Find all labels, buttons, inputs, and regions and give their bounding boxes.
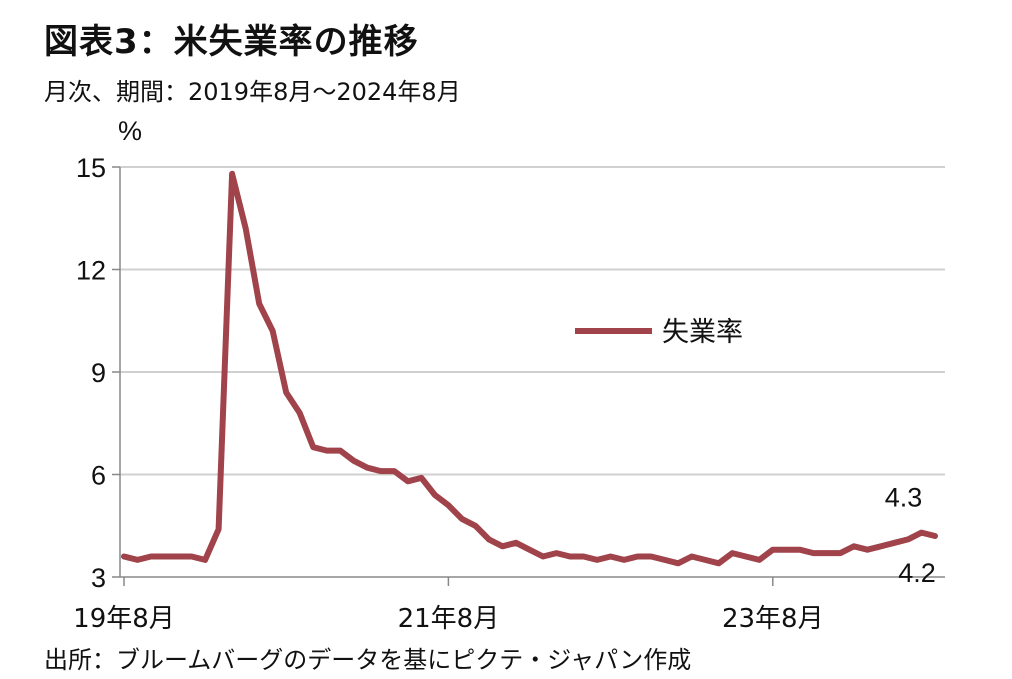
x-tick-label: 19年8月	[73, 604, 175, 634]
legend: 失業率	[575, 317, 743, 348]
x-tick-label: 21年8月	[398, 604, 500, 634]
gridlines	[120, 166, 945, 476]
y-tick-label: 9	[91, 358, 106, 388]
y-tick-label: 15	[76, 153, 106, 183]
y-tick-label: 3	[91, 563, 106, 593]
series-group	[121, 170, 938, 567]
chart-subtitle: 月次、期間：2019年8月～2024年8月	[44, 78, 461, 106]
data-label: 4.2	[898, 558, 936, 588]
y-tick-label: 6	[91, 461, 106, 491]
annotations: 4.3 4.2	[885, 483, 936, 588]
series-line-unemployment-rate	[121, 170, 938, 567]
y-tick-label: 12	[76, 256, 106, 286]
source-note: 出所：ブルームバーグのデータを基にピクテ・ジャパン作成	[44, 646, 692, 674]
y-axis-label: %	[118, 116, 142, 146]
chart-title: 図表3：米失業率の推移	[44, 22, 419, 62]
x-tick-label: 23年8月	[722, 604, 824, 634]
y-axis-ticks: 3 6 9 12 15	[76, 153, 106, 593]
x-axis-ticks: 19年8月 21年8月 23年8月	[73, 604, 823, 634]
data-label: 4.3	[885, 483, 923, 513]
axes	[112, 166, 945, 586]
legend-label: 失業率	[662, 317, 743, 348]
